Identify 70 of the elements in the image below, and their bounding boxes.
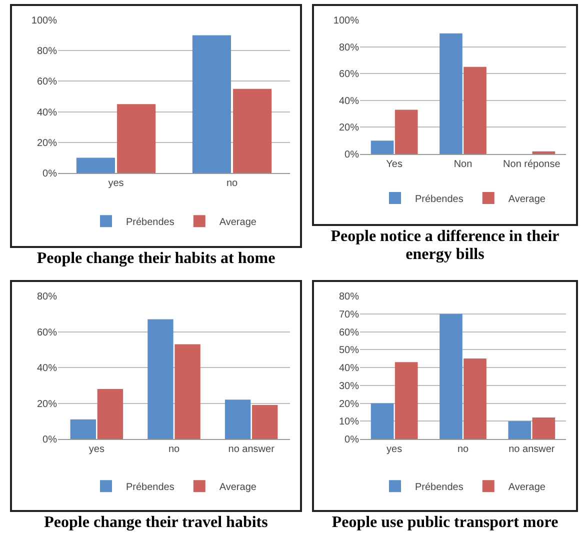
y-tick-label: 20% <box>36 138 58 149</box>
legend-label: Prébendes <box>126 217 174 228</box>
bar <box>394 362 418 439</box>
legend-label: Prébendes <box>415 482 464 494</box>
legend-label: Prébendes <box>415 194 464 205</box>
bar <box>97 388 124 439</box>
y-tick-label: 80% <box>36 46 58 58</box>
y-tick-label: 60% <box>36 327 58 338</box>
bar <box>440 314 462 439</box>
y-tick-label: 0% <box>42 434 58 446</box>
bar <box>76 158 115 173</box>
y-tick-label: 10% <box>338 416 360 428</box>
y-tick-label: 60% <box>36 76 58 88</box>
y-tick-label: 40% <box>36 107 58 118</box>
bar <box>233 88 272 173</box>
bar <box>532 418 556 439</box>
bar <box>174 344 200 439</box>
y-tick-label: 100% <box>333 16 360 26</box>
y-tick-label: 100% <box>31 16 58 26</box>
text: People use public transport more <box>330 514 560 532</box>
legend-label: Average <box>219 482 257 494</box>
x-tick-label: no <box>457 444 469 455</box>
y-tick-label: 60% <box>338 69 360 80</box>
x-tick-label: no <box>168 444 180 455</box>
x-tick-label: yes <box>88 444 104 455</box>
legend-label: Average <box>508 482 546 494</box>
y-tick-label: 40% <box>338 363 360 374</box>
legend-label: Average <box>508 194 546 205</box>
y-tick-label: 40% <box>36 363 58 374</box>
x-tick-label: yes <box>386 444 402 455</box>
y-tick-label: 50% <box>338 345 360 356</box>
y-tick-label: 20% <box>338 398 360 410</box>
y-tick-label: 0% <box>42 168 58 180</box>
text: People change their habits at home <box>36 250 276 268</box>
y-tick-label: 80% <box>338 42 360 54</box>
bar <box>508 421 532 439</box>
bar <box>192 35 231 173</box>
bar <box>464 358 486 439</box>
x-tick-label: no <box>226 178 238 189</box>
y-tick-label: 80% <box>36 292 58 302</box>
x-tick-label: no answer <box>228 444 276 455</box>
bar <box>117 104 156 173</box>
y-tick-label: 20% <box>338 122 360 134</box>
bar <box>370 140 394 154</box>
legend-label: Prébendes <box>126 482 174 494</box>
text: People change their travel habits <box>43 514 269 532</box>
x-tick-label: Yes <box>386 159 402 170</box>
y-tick-label: 0% <box>344 150 360 160</box>
bar <box>148 319 174 439</box>
x-tick-label: yes <box>108 178 124 189</box>
y-tick-label: 40% <box>338 96 360 107</box>
y-tick-label: 20% <box>36 398 58 410</box>
bar <box>252 405 278 439</box>
y-tick-label: 70% <box>338 309 360 320</box>
bar <box>464 66 486 154</box>
y-tick-label: 30% <box>338 380 360 392</box>
bar <box>70 419 96 439</box>
legend-label: Average <box>219 217 257 228</box>
bar <box>394 110 418 154</box>
bar <box>370 403 394 439</box>
bar <box>440 33 462 154</box>
x-tick-label: no answer <box>508 444 556 455</box>
y-tick-label: 0% <box>344 434 360 446</box>
x-tick-label: Non <box>454 159 472 170</box>
y-tick-label: 80% <box>338 292 360 302</box>
bar <box>532 151 556 154</box>
bar <box>224 400 251 439</box>
text: People notice a difference in their energy bills <box>330 228 560 264</box>
y-tick-label: 60% <box>338 327 360 338</box>
x-tick-label: Non réponse <box>503 159 561 170</box>
